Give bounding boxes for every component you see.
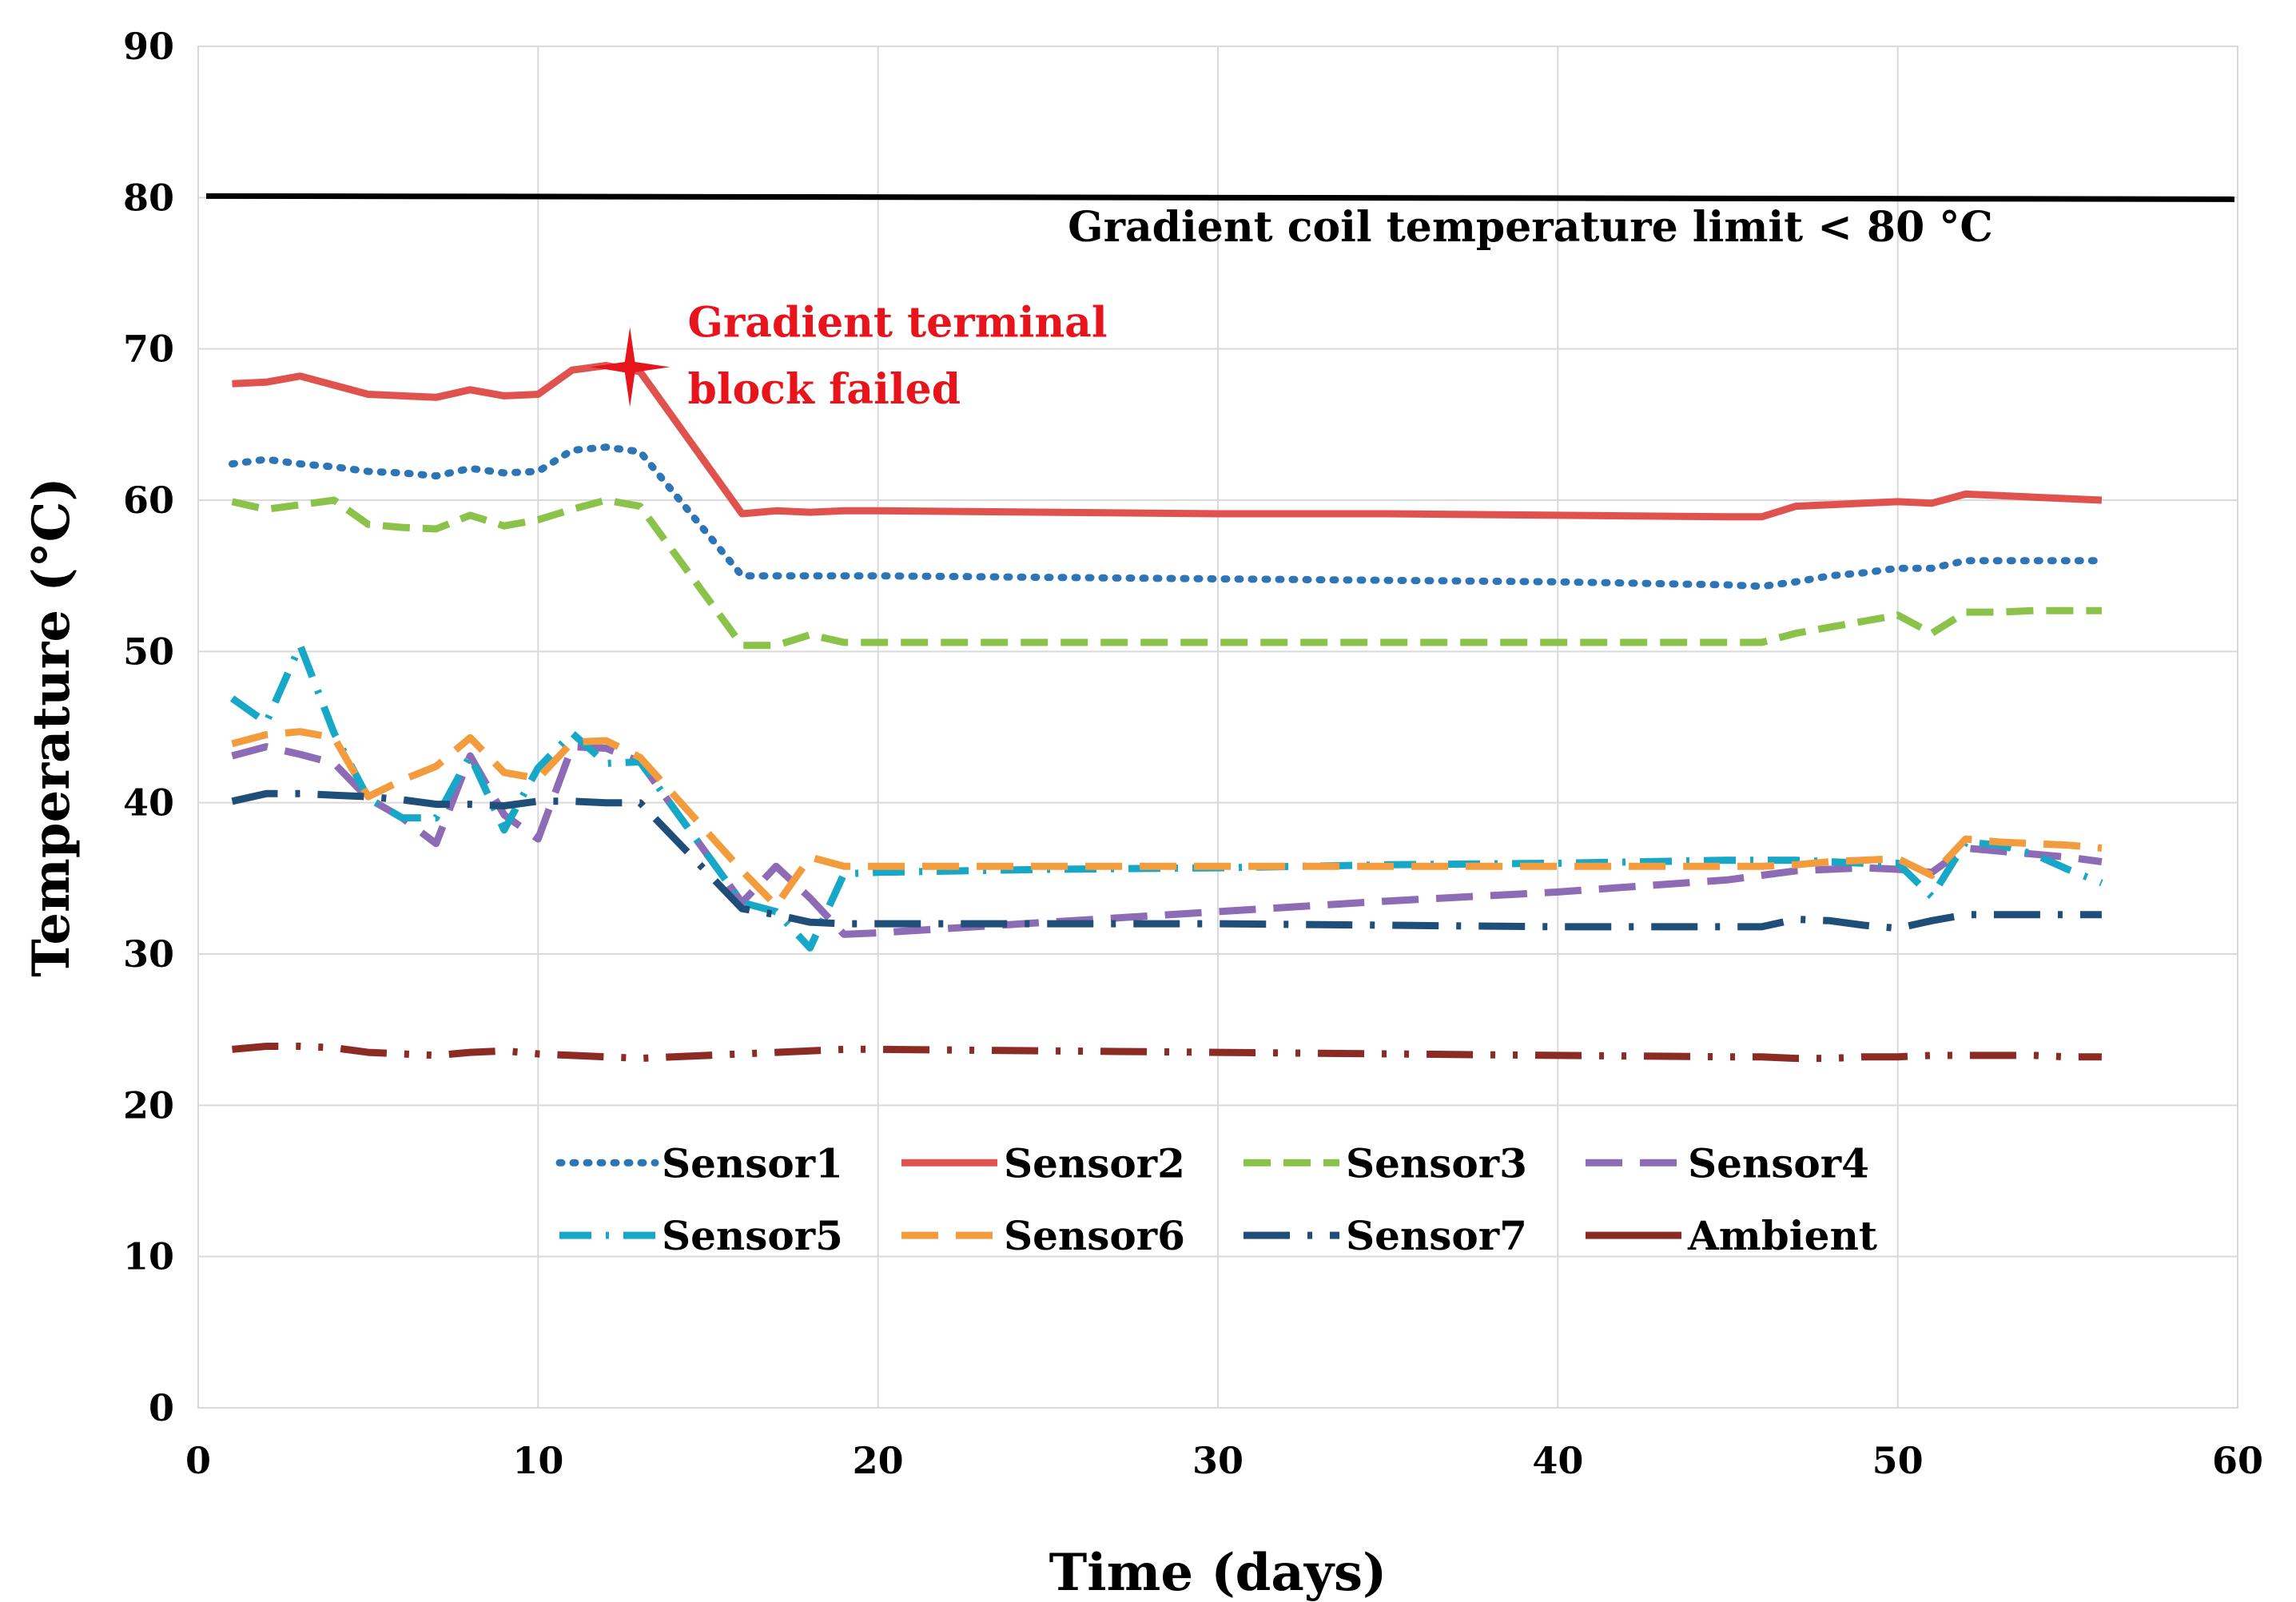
legend-label-sensor1: Sensor1 [662, 1139, 843, 1187]
legend-label-sensor5: Sensor5 [662, 1212, 843, 1259]
y-axis-ticks: 0 10 20 30 40 50 60 70 80 90 [123, 25, 174, 1429]
y-tick-label: 60 [123, 479, 174, 522]
x-tick-label: 60 [2212, 1439, 2263, 1482]
series-lines [229, 362, 2106, 1063]
series-line-ambient [232, 1043, 2102, 1063]
temperature-limit-label: Gradient coil temperature limit < 80 °C [1068, 203, 1993, 252]
legend-label-sensor3: Sensor3 [1346, 1139, 1527, 1187]
x-tick-label: 20 [853, 1439, 904, 1482]
y-tick-label: 10 [123, 1235, 174, 1278]
x-axis-title: Time (days) [1049, 1543, 1387, 1602]
series-line-sensor6 [231, 728, 2103, 909]
x-tick-label: 40 [1532, 1439, 1583, 1482]
series-line-sensor7 [231, 789, 2102, 932]
y-tick-label: 30 [123, 932, 174, 976]
gridlines [197, 46, 2238, 1409]
series-line-sensor5 [229, 642, 2103, 952]
y-tick-label: 20 [123, 1083, 174, 1127]
series-line-sensor2 [232, 362, 2103, 521]
y-axis-title: Temperature (°C) [22, 477, 82, 977]
legend-label-sensor2: Sensor2 [1004, 1139, 1185, 1187]
x-tick-label: 10 [512, 1439, 563, 1482]
y-tick-label: 50 [123, 630, 174, 673]
x-axis-ticks: 0 10 20 30 40 50 60 [185, 1439, 2263, 1482]
x-tick-label: 30 [1192, 1439, 1244, 1482]
x-tick-label: 50 [1872, 1439, 1924, 1482]
series-line-sensor4 [231, 743, 2103, 938]
x-tick-label: 0 [185, 1439, 211, 1482]
legend: Sensor1 Sensor2 Sensor3 Sensor4 Sensor5 Senso… [555, 1139, 1877, 1259]
failure-star-icon [590, 327, 670, 407]
y-tick-label: 80 [123, 176, 174, 219]
legend-label-ambient: Ambient [1687, 1212, 1877, 1259]
failure-annotation-line1: Gradient terminal [687, 299, 1107, 348]
y-tick-label: 40 [123, 781, 174, 825]
temperature-limit-line [205, 193, 2235, 202]
y-tick-label: 90 [123, 25, 174, 68]
failure-annotation-line2: block failed [687, 365, 961, 414]
legend-label-sensor7: Sensor7 [1346, 1212, 1527, 1259]
legend-label-sensor4: Sensor4 [1688, 1139, 1869, 1187]
plot-frame [197, 46, 2238, 1409]
series-line-sensor1 [229, 443, 2106, 590]
legend-label-sensor6: Sensor6 [1004, 1212, 1185, 1259]
series-line-sensor3 [231, 496, 2102, 650]
y-tick-label: 70 [123, 328, 174, 371]
y-tick-label: 0 [149, 1386, 174, 1429]
